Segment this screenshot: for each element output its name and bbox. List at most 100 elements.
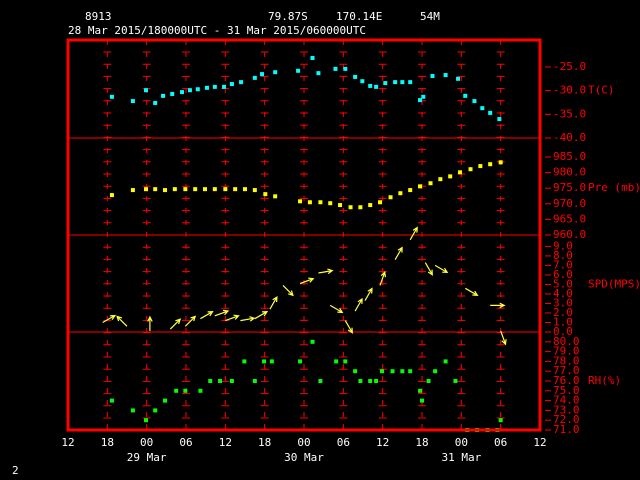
wind-vector xyxy=(269,295,278,310)
data-point xyxy=(170,91,175,96)
y-tick-label: 985.0 xyxy=(553,150,586,163)
y-tick-label: 0.0 xyxy=(553,325,573,338)
data-point xyxy=(398,191,403,196)
data-point xyxy=(318,200,323,205)
data-point xyxy=(348,205,353,210)
y-tick-label: 7.0 xyxy=(553,258,573,271)
wind-vector xyxy=(394,246,403,261)
wind-vector xyxy=(240,316,256,322)
data-point xyxy=(498,160,503,165)
data-point xyxy=(269,359,274,364)
wind-vector xyxy=(354,297,363,312)
y-tick-label: 79.0 xyxy=(553,345,580,358)
data-point xyxy=(239,80,244,85)
data-point xyxy=(472,99,477,104)
data-point xyxy=(488,110,493,115)
wind-vector xyxy=(282,284,294,297)
data-point xyxy=(360,79,365,84)
grid-cross xyxy=(418,51,426,419)
wind-vector xyxy=(299,277,315,285)
elevation: 54M xyxy=(420,10,440,23)
data-point xyxy=(187,88,192,93)
data-point xyxy=(273,70,278,75)
data-point xyxy=(338,203,343,208)
data-point xyxy=(109,94,114,99)
data-point xyxy=(218,379,223,383)
wind-vector xyxy=(225,314,240,322)
data-point xyxy=(463,93,468,98)
data-point xyxy=(203,187,208,192)
data-point xyxy=(448,174,453,179)
y-tick-label: 1.0 xyxy=(553,315,573,328)
data-point xyxy=(212,187,217,192)
data-point xyxy=(243,187,247,192)
wind-vector xyxy=(344,320,353,334)
panel-label: Pre (mb) xyxy=(588,181,640,194)
data-point xyxy=(458,170,463,175)
x-tick-label: 00 xyxy=(140,436,153,449)
data-point xyxy=(252,75,257,80)
data-point xyxy=(109,193,114,198)
y-tick-label: -25.0 xyxy=(553,60,586,73)
date-label: 31 Mar xyxy=(441,451,481,464)
data-point xyxy=(400,80,405,85)
y-tick-label: 8.0 xyxy=(553,249,573,262)
data-point xyxy=(426,379,431,383)
data-point xyxy=(163,398,168,403)
data-point xyxy=(400,369,405,374)
wind-vector xyxy=(379,270,386,286)
data-point xyxy=(443,359,448,364)
data-point xyxy=(333,66,338,71)
data-point xyxy=(153,187,158,192)
data-point xyxy=(456,76,461,81)
data-point xyxy=(144,418,149,423)
data-point xyxy=(468,167,473,172)
x-tick-label: 06 xyxy=(179,436,192,449)
data-point xyxy=(252,188,257,193)
data-point xyxy=(233,187,238,192)
data-point xyxy=(153,100,158,105)
y-tick-label: 6.0 xyxy=(553,268,573,281)
y-tick-label: 965.0 xyxy=(553,212,586,225)
x-tick-label: 00 xyxy=(455,436,468,449)
y-tick-label: 78.0 xyxy=(553,354,580,367)
y-tick-label: 74.0 xyxy=(553,394,580,407)
wind-vector xyxy=(318,268,334,275)
data-point xyxy=(353,369,358,374)
data-point xyxy=(130,408,135,413)
data-point xyxy=(383,81,388,86)
data-point xyxy=(144,88,149,93)
data-point xyxy=(193,187,198,192)
y-tick-label: 71.0 xyxy=(553,423,580,436)
data-point xyxy=(478,164,483,169)
data-point xyxy=(430,73,435,78)
y-tick-label: 77.0 xyxy=(553,364,580,377)
station: 8913 xyxy=(85,10,112,23)
data-point xyxy=(418,98,423,103)
data-point xyxy=(174,388,179,393)
data-point xyxy=(296,68,301,73)
wind-vector xyxy=(147,315,153,331)
wind-vector xyxy=(254,311,269,320)
data-point xyxy=(180,90,185,95)
y-tick-label: 75.0 xyxy=(553,384,580,397)
data-point xyxy=(443,73,448,78)
wind-vector xyxy=(200,311,214,320)
data-point xyxy=(316,71,321,76)
data-point xyxy=(183,388,188,393)
data-point xyxy=(273,194,278,199)
data-point xyxy=(378,200,383,205)
data-point xyxy=(223,187,228,192)
data-point xyxy=(260,72,265,77)
y-tick-label: 960.0 xyxy=(553,228,586,241)
wind-vector xyxy=(500,330,507,346)
y-tick-label: 2.0 xyxy=(553,306,573,319)
data-point xyxy=(453,379,458,383)
y-tick-label: 4.0 xyxy=(553,287,573,300)
data-point xyxy=(358,205,363,210)
y-tick-label: 9.0 xyxy=(553,239,573,252)
data-point xyxy=(242,359,247,364)
wind-vector xyxy=(214,309,230,317)
